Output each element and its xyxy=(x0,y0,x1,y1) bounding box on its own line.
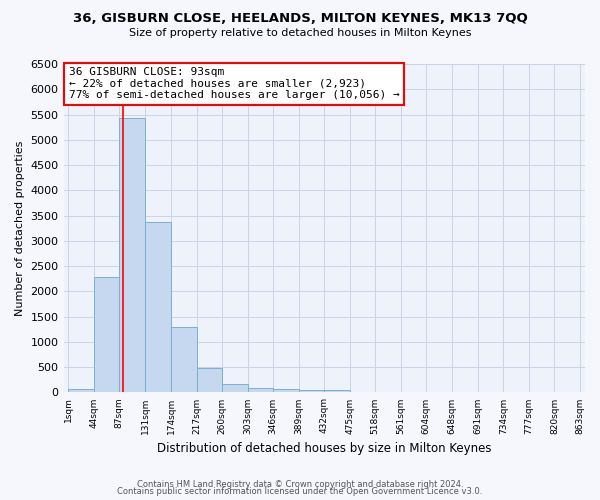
Bar xyxy=(273,388,299,392)
Bar xyxy=(299,390,324,392)
Text: Contains public sector information licensed under the Open Government Licence v3: Contains public sector information licen… xyxy=(118,487,482,496)
Bar xyxy=(68,388,94,392)
Bar xyxy=(94,277,119,392)
Bar xyxy=(248,388,273,392)
Bar xyxy=(145,222,171,392)
Bar xyxy=(119,118,145,392)
Text: Contains HM Land Registry data © Crown copyright and database right 2024.: Contains HM Land Registry data © Crown c… xyxy=(137,480,463,489)
Text: 36, GISBURN CLOSE, HEELANDS, MILTON KEYNES, MK13 7QQ: 36, GISBURN CLOSE, HEELANDS, MILTON KEYN… xyxy=(73,12,527,26)
Bar xyxy=(171,327,197,392)
Bar xyxy=(222,384,248,392)
Text: 36 GISBURN CLOSE: 93sqm
← 22% of detached houses are smaller (2,923)
77% of semi: 36 GISBURN CLOSE: 93sqm ← 22% of detache… xyxy=(69,68,400,100)
Bar xyxy=(324,390,350,392)
Text: Size of property relative to detached houses in Milton Keynes: Size of property relative to detached ho… xyxy=(129,28,471,38)
Y-axis label: Number of detached properties: Number of detached properties xyxy=(15,140,25,316)
Bar xyxy=(197,368,222,392)
X-axis label: Distribution of detached houses by size in Milton Keynes: Distribution of detached houses by size … xyxy=(157,442,491,455)
